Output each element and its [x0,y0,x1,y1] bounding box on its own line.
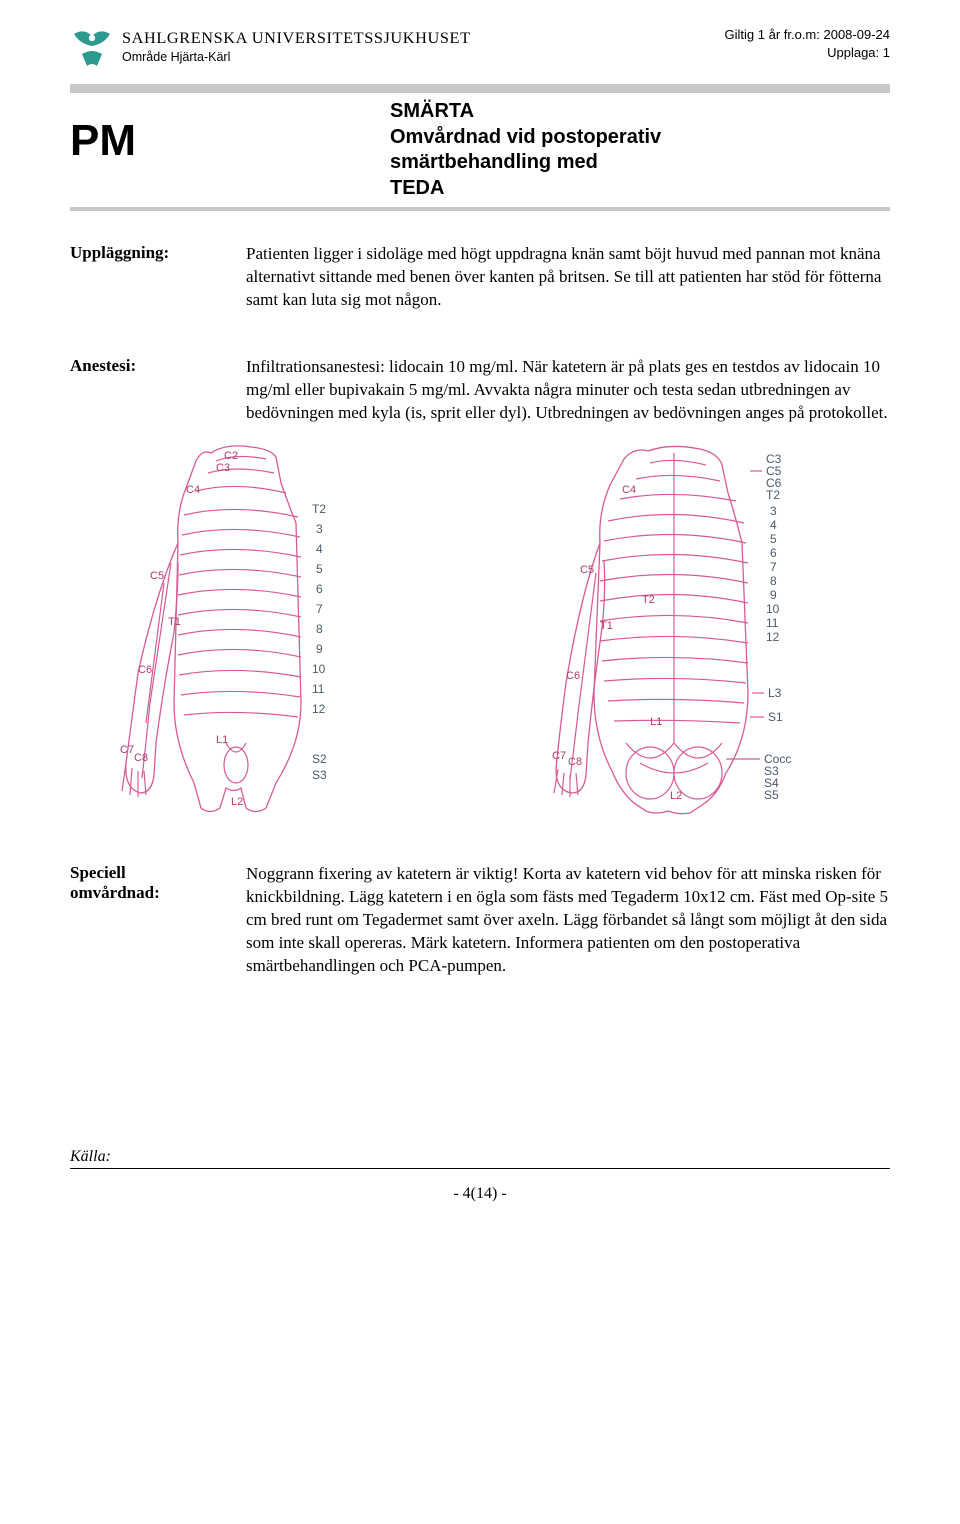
doc-title: SMÄRTA Omvårdnad vid postoperativ smärtb… [390,99,661,201]
svg-text:C7: C7 [552,750,566,762]
svg-text:8: 8 [316,622,323,636]
dermatome-front-icon: C2 C3 C4 C5 C6 C7 C8 T1 L1 L2 T2 3 4 5 6… [116,443,456,823]
svg-text:C4: C4 [622,484,636,496]
svg-text:T2: T2 [642,594,655,606]
page-header: SAHLGRENSKA UNIVERSITETSSJUKHUSET Område… [70,26,890,70]
dermatome-back-icon: C4 C5 C6 C7 C8 T1 T2 L1 L2 C3 C5 C6 T2 3… [550,443,890,823]
section-body: Noggrann fixering av katetern är viktig!… [246,863,890,978]
org-name: SAHLGRENSKA UNIVERSITETSSJUKHUSET [122,28,471,48]
footer: Källa: - 4(14) - [70,1148,890,1203]
section-anestesi: Anestesi: Infiltrationsanestesi: lidocai… [70,356,890,425]
validity-text: Giltig 1 år fr.o.m: 2008-09-24 [725,26,890,44]
section-label: Anestesi: [70,356,246,425]
logo-block: SAHLGRENSKA UNIVERSITETSSJUKHUSET Område… [70,26,471,70]
svg-text:11: 11 [766,616,779,630]
svg-text:9: 9 [316,642,323,656]
org-subtitle: Område Hjärta-Kärl [122,50,471,64]
svg-text:S5: S5 [764,788,779,802]
svg-text:C5: C5 [150,570,164,582]
svg-text:10: 10 [312,662,326,676]
title-line: Omvårdnad vid postoperativ [390,125,661,151]
svg-text:7: 7 [316,602,323,616]
svg-text:8: 8 [770,574,777,588]
svg-text:C8: C8 [568,756,582,768]
edition-text: Upplaga: 1 [725,44,890,62]
svg-text:11: 11 [312,682,325,696]
svg-text:C5: C5 [580,564,594,576]
svg-text:S2: S2 [312,752,327,766]
source-label: Källa: [70,1148,890,1169]
svg-text:5: 5 [770,532,777,546]
svg-text:T1: T1 [168,616,181,628]
title-line: smärtbehandling med [390,150,661,176]
svg-text:12: 12 [766,630,780,644]
svg-text:C6: C6 [566,670,580,682]
svg-text:T2: T2 [312,502,326,516]
svg-text:T2: T2 [766,488,780,502]
dermatome-diagrams: C2 C3 C4 C5 C6 C7 C8 T1 L1 L2 T2 3 4 5 6… [116,443,890,823]
svg-text:3: 3 [316,522,323,536]
svg-text:4: 4 [770,518,777,532]
svg-text:12: 12 [312,702,326,716]
svg-text:L1: L1 [650,716,662,728]
svg-text:L1: L1 [216,734,228,746]
svg-text:7: 7 [770,560,777,574]
svg-text:L2: L2 [231,796,243,808]
section-speciell: Speciell omvårdnad: Noggrann fixering av… [70,863,890,978]
svg-text:C2: C2 [224,450,238,462]
section-label-line: omvårdnad: [70,883,246,903]
svg-text:5: 5 [316,562,323,576]
svg-text:S3: S3 [312,768,327,782]
section-label: Uppläggning: [70,243,246,312]
svg-text:C3: C3 [216,462,230,474]
svg-text:3: 3 [770,504,777,518]
svg-text:4: 4 [316,542,323,556]
svg-text:T1: T1 [600,620,613,632]
title-line: TEDA [390,176,661,202]
svg-text:C6: C6 [138,664,152,676]
section-upplaggning: Uppläggning: Patienten ligger i sidoläge… [70,243,890,312]
divider-thick [70,84,890,93]
svg-text:C7: C7 [120,744,134,756]
pm-label: PM [70,99,390,163]
svg-text:C8: C8 [134,752,148,764]
hospital-logo-icon [70,26,114,70]
svg-text:10: 10 [766,602,780,616]
svg-text:L3: L3 [768,686,782,700]
divider-thin [70,207,890,211]
svg-text:C4: C4 [186,484,200,496]
section-label-line: Speciell [70,863,246,883]
title-row: PM SMÄRTA Omvårdnad vid postoperativ smä… [70,93,890,207]
svg-text:9: 9 [770,588,777,602]
section-body: Infiltrationsanestesi: lidocain 10 mg/ml… [246,356,890,425]
svg-text:6: 6 [316,582,323,596]
svg-text:S1: S1 [768,710,783,724]
header-meta: Giltig 1 år fr.o.m: 2008-09-24 Upplaga: … [725,26,890,61]
section-label: Speciell omvårdnad: [70,863,246,978]
svg-text:6: 6 [770,546,777,560]
title-line: SMÄRTA [390,99,661,125]
svg-text:L2: L2 [670,790,682,802]
section-body: Patienten ligger i sidoläge med högt upp… [246,243,890,312]
page-number: - 4(14) - [70,1185,890,1203]
